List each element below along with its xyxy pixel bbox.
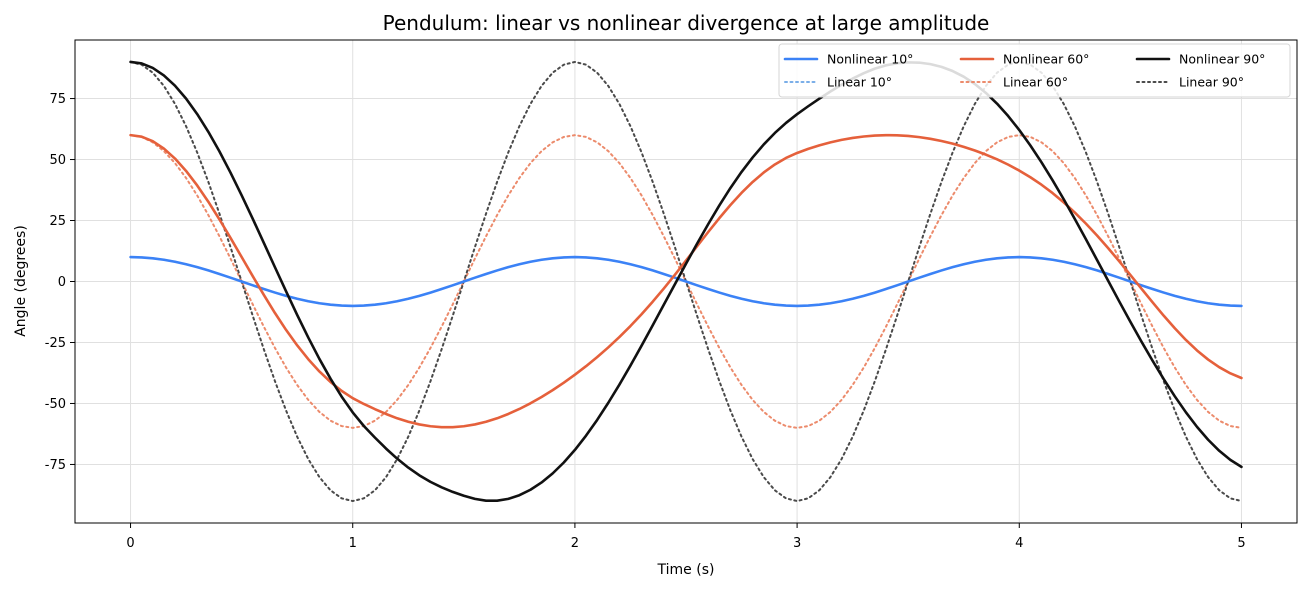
y-tick-label: 75 xyxy=(49,92,66,107)
series-line-2 xyxy=(129,133,1243,429)
legend-label: Linear 60° xyxy=(1003,75,1068,90)
x-tick-label: 0 xyxy=(126,536,134,551)
y-tick-label: -75 xyxy=(45,458,66,473)
series-line-4 xyxy=(129,60,1243,503)
chart-title: Pendulum: linear vs nonlinear divergence… xyxy=(383,11,990,35)
y-tick-label: 50 xyxy=(49,153,66,168)
y-tick-label: 25 xyxy=(49,214,66,229)
x-tick-label: 2 xyxy=(571,536,579,551)
grid-lines xyxy=(75,40,1297,523)
legend-label: Linear 10° xyxy=(827,75,892,90)
y-tick-label: -25 xyxy=(45,336,66,351)
y-tick-label: -50 xyxy=(45,397,66,412)
legend-label: Nonlinear 10° xyxy=(827,52,913,67)
legend: Nonlinear 10° Linear 10° Nonlinear 60° Line… xyxy=(778,43,1291,98)
x-tick-label: 1 xyxy=(349,536,357,551)
legend-label: Nonlinear 60° xyxy=(1003,52,1089,67)
series-layer xyxy=(129,60,1243,503)
axis-ticks: 0 1 2 3 4 5 -75 -50 -25 0 25 50 75 xyxy=(45,92,1246,551)
y-tick-label: 0 xyxy=(58,275,66,290)
x-tick-label: 5 xyxy=(1237,536,1245,551)
series-line-0 xyxy=(129,255,1243,308)
x-tick-label: 3 xyxy=(793,536,801,551)
legend-box xyxy=(778,43,1291,98)
legend-label: Nonlinear 90° xyxy=(1179,52,1265,67)
legend-label: Linear 90° xyxy=(1179,75,1244,90)
y-axis-label: Angle (degrees) xyxy=(13,225,29,337)
x-tick-label: 4 xyxy=(1015,536,1023,551)
x-axis-label: Time (s) xyxy=(657,562,715,578)
